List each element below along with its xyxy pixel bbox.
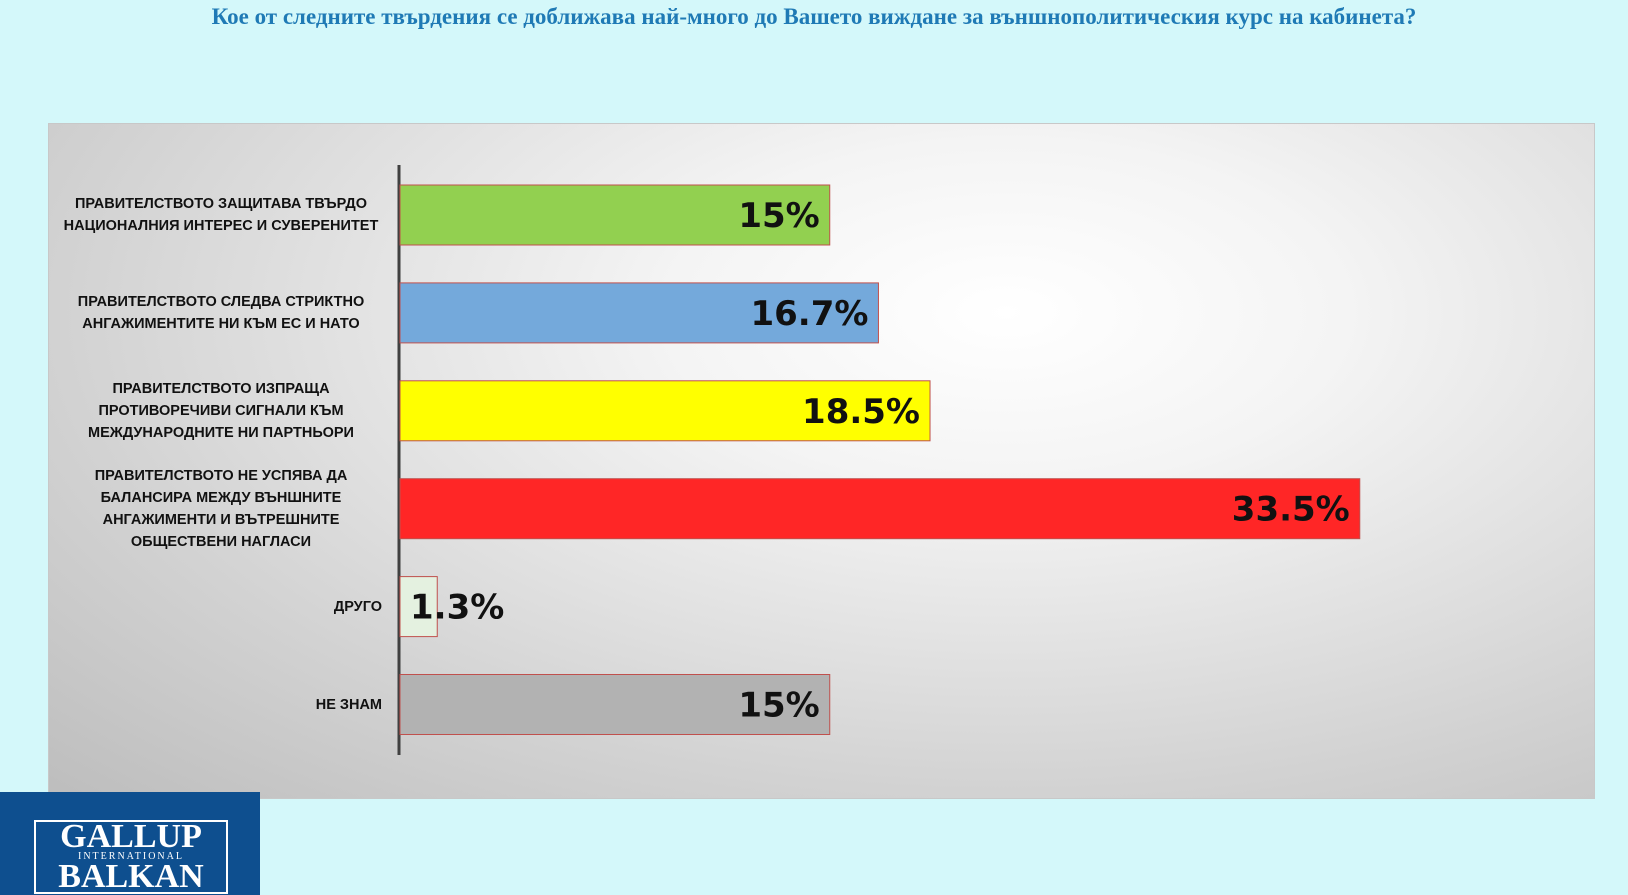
logo-box: GALLUP INTERNATIONAL BALKAN: [34, 820, 228, 894]
value-label: 18.5%: [802, 392, 920, 432]
category-label: ПРАВИТЕЛСТВОТО ЗАЩИТАВА ТВЪРДО НАЦИОНАЛН…: [63, 196, 379, 234]
category-label: НЕ ЗНАМ: [315, 696, 382, 713]
bar: [399, 184, 831, 246]
logo: GALLUP INTERNATIONAL BALKAN: [0, 792, 260, 895]
logo-text: INTERNATIONAL: [36, 852, 226, 862]
value-label: 33.5%: [1232, 490, 1350, 530]
bar: [399, 282, 879, 344]
bar: [399, 576, 438, 638]
category-label: ПРАВИТЕЛСТВОТО НЕ УСПЯВА ДА БАЛАНСИРА МЕ…: [94, 467, 348, 550]
title: Кое от следните твърдения се доближава н…: [211, 4, 1417, 29]
logo-text: BALKAN: [58, 858, 204, 895]
category-label: ДРУГО: [333, 598, 382, 615]
value-label: 16.7%: [750, 294, 868, 334]
bar: [399, 380, 931, 442]
category-label: ПРАВИТЕЛСТВОТО ИЗПРАЩА ПРОТИВОРЕЧИВИ СИГ…: [88, 380, 354, 441]
logo-text: GALLUP: [60, 818, 202, 855]
category-label-box: ПРАВИТЕЛСТВОТО ИЗПРАЩА ПРОТИВОРЕЧИВИ СИГ…: [60, 361, 382, 461]
value-label: 15%: [738, 196, 819, 236]
value-label: 1.3%: [410, 588, 504, 628]
bar: [399, 674, 831, 735]
value-label: 15%: [738, 686, 819, 726]
bar: [399, 478, 1361, 540]
category-label: ПРАВИТЕЛСТВОТО СЛЕДВА СТРИКТНО АНГАЖИМЕН…: [77, 293, 365, 332]
category-label-box: ДРУГО: [60, 557, 382, 657]
category-label-box: НЕ ЗНАМ: [60, 655, 382, 755]
category-label-box: ПРАВИТЕЛСТВОТО СЛЕДВА СТРИКТНО АНГАЖИМЕН…: [60, 263, 382, 363]
category-label-box: ПРАВИТЕЛСТВОТО ЗАЩИТАВА ТВЪРДО НАЦИОНАЛН…: [60, 165, 382, 265]
category-label-box: ПРАВИТЕЛСТВОТО НЕ УСПЯВА ДА БАЛАНСИРА МЕ…: [60, 459, 382, 559]
